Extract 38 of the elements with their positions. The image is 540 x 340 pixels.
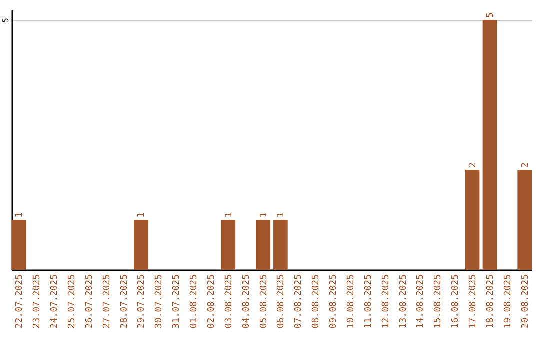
x-tick-label: 12.08.2025 — [381, 274, 392, 329]
x-tick-label: 03.08.2025 — [224, 274, 234, 329]
x-tick-label: 07.08.2025 — [294, 274, 304, 329]
data-label: 1 — [259, 212, 270, 218]
data-label: 1 — [276, 212, 287, 218]
data-label: 5 — [486, 12, 496, 18]
x-tick-label: 10.08.2025 — [346, 274, 356, 329]
x-tick-label: 16.08.2025 — [451, 274, 462, 329]
x-tick-label: 01.08.2025 — [190, 274, 200, 329]
x-tick-label: 22.07.2025 — [15, 274, 26, 329]
x-tick-label: 25.07.2025 — [67, 274, 78, 329]
x-tick-label: 28.07.2025 — [120, 274, 130, 329]
data-label: 1 — [137, 212, 148, 218]
x-tick-label: 15.08.2025 — [434, 274, 444, 329]
data-label: 1 — [224, 212, 234, 218]
x-tick-label: 13.08.2025 — [398, 274, 409, 329]
x-tick-label: 18.08.2025 — [486, 274, 496, 329]
x-tick-label: 24.07.2025 — [50, 274, 60, 329]
data-label: 2 — [468, 162, 479, 168]
x-tick-label: 11.08.2025 — [364, 274, 374, 329]
x-tick-label: 05.08.2025 — [259, 274, 270, 329]
x-tick-label: 23.07.2025 — [32, 274, 43, 329]
x-tick-label: 20.08.2025 — [520, 274, 531, 329]
x-tick-label: 09.08.2025 — [329, 274, 340, 329]
x-tick-label: 26.07.2025 — [84, 274, 95, 329]
x-tick-label: 29.07.2025 — [137, 274, 148, 329]
x-tick-label: 06.08.2025 — [276, 274, 287, 329]
data-label: 1 — [15, 212, 26, 218]
x-tick-label: 27.07.2025 — [102, 274, 112, 329]
x-tick-label: 08.08.2025 — [312, 274, 322, 329]
data-label: 2 — [520, 162, 531, 168]
x-tick-label: 19.08.2025 — [503, 274, 514, 329]
x-tick-label: 02.08.2025 — [206, 274, 217, 329]
x-tick-label: 31.07.2025 — [172, 274, 182, 329]
x-tick-label: 14.08.2025 — [416, 274, 426, 329]
x-tick-label: 30.07.2025 — [154, 274, 165, 329]
x-tick-label: 17.08.2025 — [468, 274, 479, 329]
x-tick-label: 04.08.2025 — [242, 274, 252, 329]
